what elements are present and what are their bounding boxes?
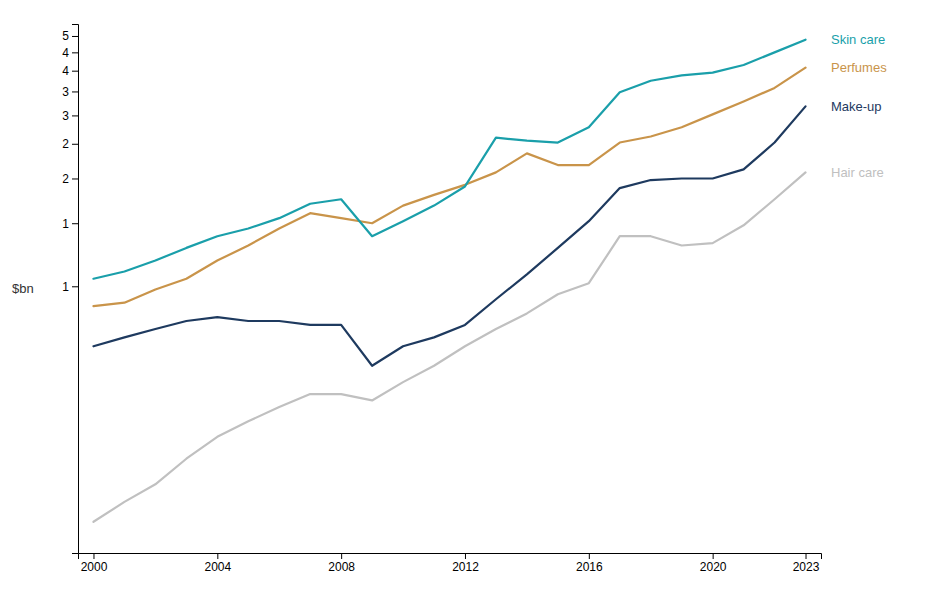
y-tick: 5 [62, 29, 78, 43]
x-tick-mark [465, 553, 466, 559]
series-labels: Skin care Perfumes Make-up Hair care [831, 32, 887, 180]
y-tick: 3 [62, 85, 78, 99]
y-tick-label: 2 [62, 137, 69, 151]
chart: 2000 2004 2008 2012 2016 2020 2023 1 1 2 2 3 3 4 4 5 Ski… [0, 0, 931, 597]
x-tick-label: 2004 [204, 560, 231, 574]
x-tick-label: 2000 [81, 560, 108, 574]
series-line [93, 68, 805, 307]
x-tick-mark [589, 553, 590, 559]
series-label: Perfumes [831, 60, 887, 75]
x-tick: 2016 [576, 553, 603, 574]
y-tick-mark [72, 178, 78, 179]
y-tick-label: 3 [62, 109, 69, 123]
y-tick: 4 [62, 46, 78, 60]
x-tick: 2004 [204, 553, 231, 574]
y-tick-mark [72, 144, 78, 145]
series-line [93, 172, 805, 521]
y-tick: 1 [62, 280, 78, 294]
x-tick-mark [217, 553, 218, 559]
x-tick-label: 2023 [793, 560, 820, 574]
x-tick-mark [806, 553, 807, 559]
x-tick: 2012 [452, 553, 479, 574]
x-tick: 2023 [793, 553, 820, 574]
x-tick-mark [341, 553, 342, 559]
series-label: Make-up [831, 99, 882, 114]
y-tick-label: 4 [62, 64, 69, 78]
series-label: Hair care [831, 165, 884, 180]
y-tick-mark [72, 115, 78, 116]
y-tick-label: 1 [62, 217, 69, 231]
y-tick-mark [72, 223, 78, 224]
x-tick-mark [93, 553, 94, 559]
y-axis-title: $bn [12, 281, 34, 296]
y-tick-label: 5 [62, 29, 69, 43]
series-label: Skin care [831, 32, 885, 47]
y-tick: 3 [62, 109, 78, 123]
y-axis-line [72, 25, 79, 554]
series-line [93, 40, 805, 279]
x-tick-label: 2016 [576, 560, 603, 574]
y-axis: 1 1 2 2 3 3 4 4 5 [62, 25, 78, 554]
y-tick-mark [72, 71, 78, 72]
x-tick-label: 2008 [328, 560, 355, 574]
y-tick-label: 3 [62, 85, 69, 99]
y-tick-mark [72, 36, 78, 37]
y-tick-label: 2 [62, 172, 69, 186]
x-tick: 2000 [81, 553, 108, 574]
y-tick-mark [72, 52, 78, 53]
x-tick-mark [713, 553, 714, 559]
x-tick-label: 2012 [452, 560, 479, 574]
y-tick-mark [72, 91, 78, 92]
y-tick-label: 1 [62, 280, 69, 294]
y-tick-mark [72, 286, 78, 287]
lines [93, 40, 805, 522]
y-tick: 2 [62, 172, 78, 186]
x-tick: 2020 [700, 553, 727, 574]
x-axis: 2000 2004 2008 2012 2016 2020 2023 [79, 553, 822, 574]
plot: 2000 2004 2008 2012 2016 2020 2023 1 1 2 2 3 3 4 4 5 Ski… [62, 25, 887, 574]
y-tick: 1 [62, 217, 78, 231]
series-line [93, 106, 805, 365]
y-tick: 4 [62, 64, 78, 78]
x-tick-label: 2020 [700, 560, 727, 574]
x-axis-line [79, 554, 822, 560]
y-tick-label: 4 [62, 46, 69, 60]
y-tick: 2 [62, 137, 78, 151]
x-tick: 2008 [328, 553, 355, 574]
